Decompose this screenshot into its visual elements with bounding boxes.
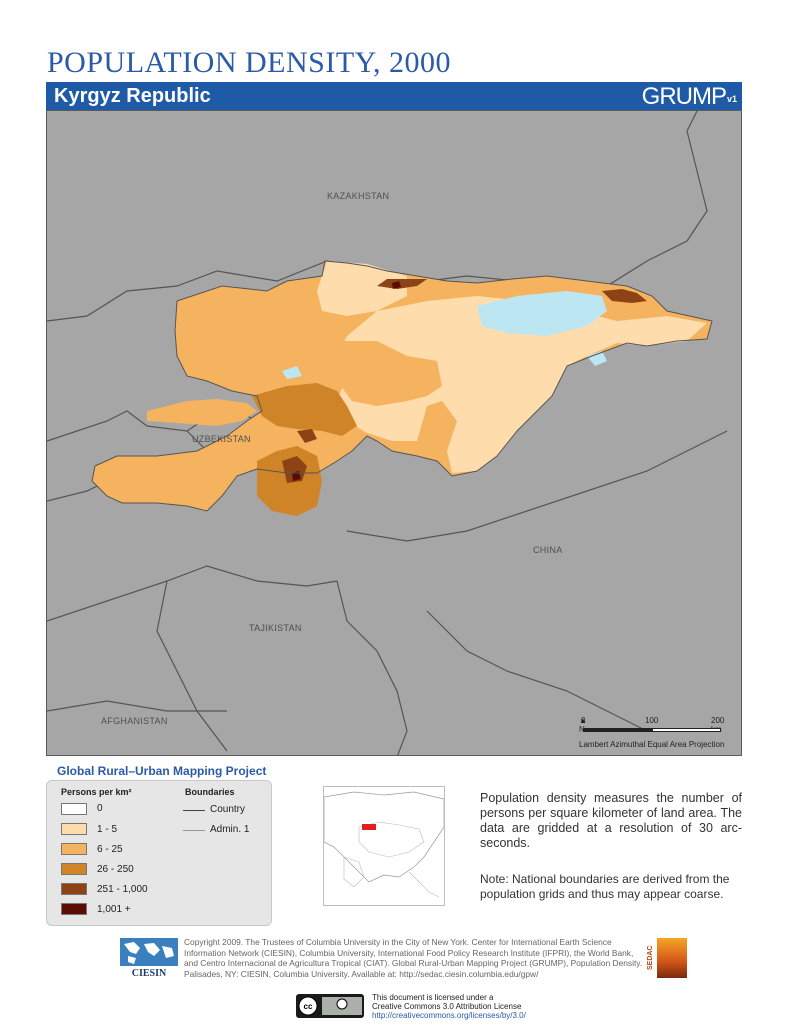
license-line1: This document is licensed under a (372, 993, 494, 1002)
grump-version: v1 (726, 94, 737, 104)
legend-swatch-3 (61, 863, 87, 875)
scale-bar: ▲N 0 100 200 km Lambert Azimuthal Equal … (567, 716, 737, 755)
cc-license-icon: cc (296, 994, 364, 1018)
label-china: CHINA (533, 545, 563, 555)
description-text: Population density measures the number o… (480, 791, 742, 850)
projection-label: Lambert Azimuthal Equal Area Projection (579, 740, 725, 749)
scale-tick-0: 0 (581, 716, 586, 725)
cc-badge-icon: cc (298, 996, 362, 1016)
legend-boundaries-header: Boundaries (185, 787, 235, 797)
label-uzbekistan: UZBEKISTAN (192, 434, 251, 444)
label-tajikistan: TAJIKISTAN (249, 623, 302, 633)
legend-label-1: 1 - 5 (97, 824, 118, 835)
north-arrow: ▲ N (579, 716, 587, 734)
scale-bar-graphic (583, 728, 721, 732)
country-name: Kyrgyz Republic (54, 85, 211, 107)
map-title: POPULATION DENSITY, 2000 (47, 46, 451, 79)
legend-swatch-2 (61, 843, 87, 855)
legend-admin-line (183, 830, 205, 831)
country-banner: Kyrgyz Republic GRUMP v1 (46, 82, 742, 110)
legend-swatch-5 (61, 903, 87, 915)
legend-label-5: 1,001 + (97, 904, 131, 915)
label-afghanistan: AFGHANISTAN (101, 716, 168, 726)
population-density-map: KAZAKHSTAN UZBEKISTAN CHINA TAJIKISTAN A… (46, 110, 742, 756)
project-title: Global Rural–Urban Mapping Project (57, 764, 267, 778)
legend-swatch-4 (61, 883, 87, 895)
locator-map (323, 786, 445, 906)
legend-label-0: 0 (97, 803, 103, 814)
copyright-text: Copyright 2009. The Trustees of Columbia… (184, 937, 643, 979)
legend-label-4: 251 - 1,000 (97, 884, 148, 895)
legend-swatch-1 (61, 823, 87, 835)
legend-admin-label: Admin. 1 (210, 824, 250, 835)
map-canvas (47, 111, 728, 755)
license-text: This document is licensed under a Creati… (372, 993, 526, 1020)
locator-highlight (362, 824, 376, 830)
license-line2: Creative Commons 3.0 Attribution License (372, 1002, 522, 1011)
legend-swatch-0 (61, 803, 87, 815)
note-text: Note: National boundaries are derived fr… (480, 872, 730, 901)
ciesin-name: CIESIN (131, 968, 167, 979)
legend-box: Persons per km² Boundaries 0 1 - 5 6 - 2… (46, 780, 272, 926)
locator-canvas (324, 791, 444, 898)
label-kazakhstan: KAZAKHSTAN (327, 191, 390, 201)
legend-country-label: Country (210, 804, 246, 815)
legend-label-3: 26 - 250 (97, 864, 134, 875)
legend-label-2: 6 - 25 (97, 844, 123, 855)
legend-density-header: Persons per km² (61, 787, 132, 797)
ciesin-logo-icon (120, 938, 178, 966)
svg-text:cc: cc (304, 1002, 313, 1011)
country-boundaries (47, 111, 728, 755)
legend-country-line (183, 810, 205, 811)
license-link[interactable]: http://creativecommons.org/licenses/by/3… (372, 1011, 526, 1020)
sedac-label: SEDAC (647, 938, 657, 978)
grump-logo: GRUMP (641, 83, 727, 110)
kyrgyz-density-regions (91, 260, 713, 516)
scale-tick-100: 100 (645, 716, 659, 725)
